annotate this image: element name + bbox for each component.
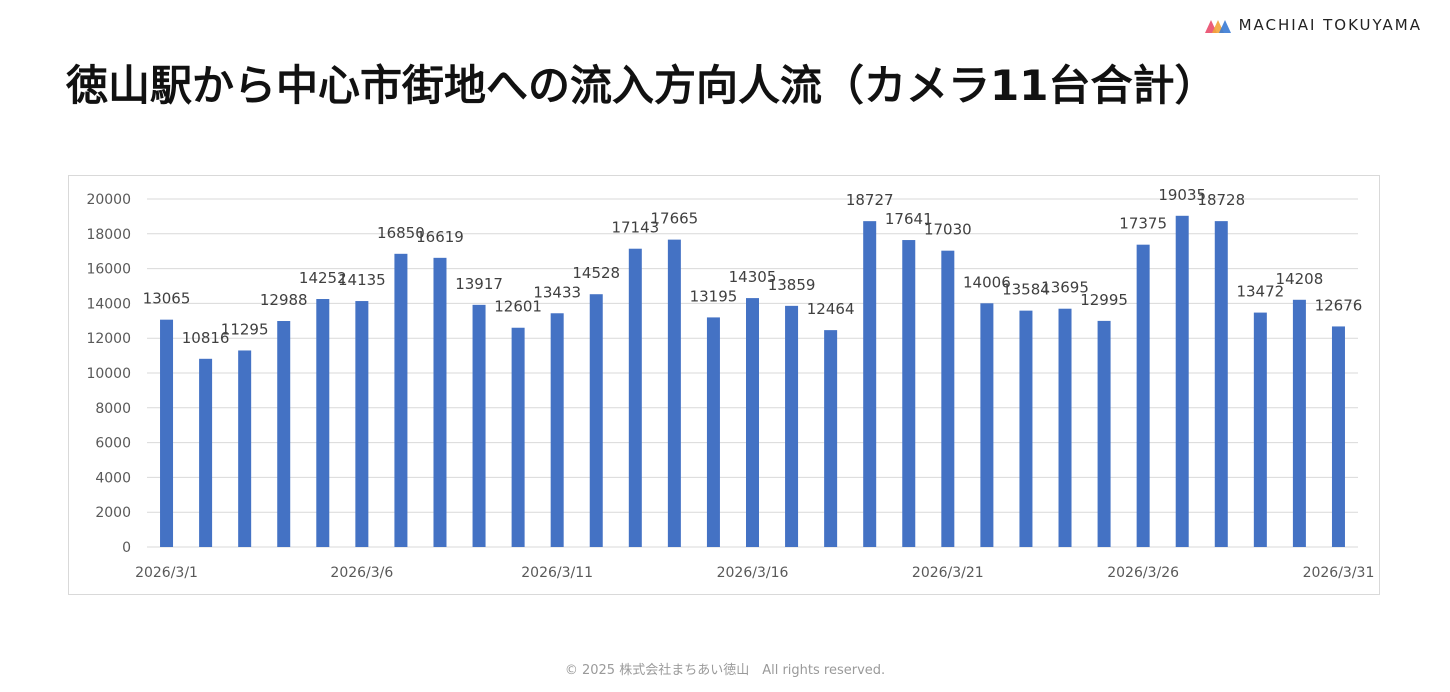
bar-2026/3/24 (1058, 308, 1072, 547)
data-label: 13195 (690, 287, 738, 305)
data-label: 17665 (651, 210, 699, 228)
data-label: 17143 (611, 219, 659, 237)
bar-2026/3/8 (433, 257, 447, 547)
data-label: 13859 (768, 276, 816, 294)
bar-2026/3/11 (550, 313, 564, 547)
data-label: 18728 (1197, 191, 1245, 209)
x-tick-label: 2026/3/16 (717, 565, 789, 581)
data-label: 17641 (885, 210, 933, 228)
data-label: 13472 (1236, 283, 1284, 301)
bar-2026/3/18 (824, 330, 838, 547)
bar-2026/3/12 (589, 294, 603, 547)
bar-2026/3/27 (1175, 215, 1189, 547)
data-label: 10816 (182, 329, 230, 347)
x-tick-label: 2026/3/6 (330, 565, 393, 581)
data-label: 18727 (846, 191, 894, 209)
data-label: 14208 (1276, 270, 1324, 288)
y-tick-label: 2000 (95, 505, 131, 521)
brand-name: MACHIAI TOKUYAMA (1238, 16, 1422, 34)
y-tick-label: 14000 (86, 296, 131, 312)
bar-2026/3/22 (980, 303, 994, 547)
bar-2026/3/20 (902, 240, 916, 547)
bar-2026/3/6 (355, 301, 369, 547)
data-label: 11295 (221, 320, 269, 338)
x-tick-label: 2026/3/26 (1107, 565, 1179, 581)
bar-2026/3/5 (316, 299, 330, 547)
bar-2026/3/4 (277, 321, 291, 547)
bar-2026/3/25 (1097, 320, 1111, 547)
data-label: 17030 (924, 221, 972, 239)
bar-2026/3/29 (1253, 312, 1267, 547)
data-label: 12988 (260, 291, 308, 309)
bar-2026/3/1 (160, 319, 174, 547)
bar-2026/3/26 (1136, 244, 1150, 548)
copyright-footer: © 2025 株式会社まちあい徳山 All rights reserved. (564, 663, 886, 678)
chart-frame (68, 175, 1380, 595)
data-label: 14252 (299, 269, 347, 287)
data-label: 13695 (1041, 279, 1089, 297)
bar-2026/3/21 (941, 250, 955, 547)
bar-2026/3/2 (199, 358, 213, 547)
data-label: 13433 (533, 283, 581, 301)
data-label: 19035 (1158, 186, 1206, 204)
y-tick-label: 4000 (95, 470, 131, 486)
bar-2026/3/10 (511, 327, 525, 547)
data-label: 12995 (1080, 291, 1128, 309)
bar-2026/3/28 (1214, 221, 1228, 547)
data-label: 12464 (807, 300, 855, 318)
x-tick-label: 2026/3/31 (1303, 565, 1375, 581)
brand: MACHIAI TOKUYAMA (1204, 16, 1422, 34)
bar-2026/3/14 (667, 239, 681, 547)
bar-2026/3/23 (1019, 310, 1033, 547)
data-label: 14528 (572, 264, 620, 282)
y-tick-label: 12000 (86, 331, 131, 347)
bar-2026/3/16 (746, 298, 759, 547)
bar-2026/3/15 (706, 317, 720, 547)
data-label: 14006 (963, 273, 1011, 291)
data-label: 13917 (455, 275, 503, 293)
data-label: 17375 (1119, 215, 1167, 233)
bar-2026/3/3 (238, 350, 252, 547)
page-title: 徳山駅から中心市街地への流入方向人流（カメラ11台合計） (66, 61, 1217, 110)
data-label: 16619 (416, 228, 464, 246)
y-tick-label: 20000 (86, 192, 131, 208)
data-label: 12601 (494, 298, 542, 316)
y-tick-label: 16000 (86, 262, 131, 278)
y-tick-label: 0 (122, 540, 131, 556)
bar-2026/3/31 (1331, 326, 1345, 547)
bar-2026/3/17 (785, 305, 799, 547)
y-tick-label: 8000 (95, 401, 131, 417)
data-label: 14135 (338, 271, 386, 289)
bar-2026/3/30 (1292, 299, 1306, 547)
bar-2026/3/9 (472, 304, 486, 547)
y-tick-label: 10000 (86, 366, 131, 382)
y-tick-label: 6000 (95, 436, 131, 452)
x-tick-label: 2026/3/21 (912, 565, 984, 581)
data-label: 14305 (729, 268, 777, 286)
bar-2026/3/19 (863, 221, 877, 547)
x-tick-label: 2026/3/1 (135, 565, 198, 581)
bar-chart: 0 2000 4000 6000 8000 10000 12000 14000 16000 180… (86, 186, 1375, 581)
data-label: 12676 (1315, 296, 1363, 314)
data-label: 16850 (377, 224, 425, 242)
y-tick-label: 18000 (86, 227, 131, 243)
bar-2026/3/7 (394, 253, 408, 547)
bar-2026/3/13 (628, 248, 642, 547)
data-label: 13065 (143, 290, 191, 308)
data-label: 13584 (1002, 281, 1050, 299)
machiai-mountain-logo-icon (1204, 20, 1231, 33)
x-tick-label: 2026/3/11 (521, 565, 593, 581)
